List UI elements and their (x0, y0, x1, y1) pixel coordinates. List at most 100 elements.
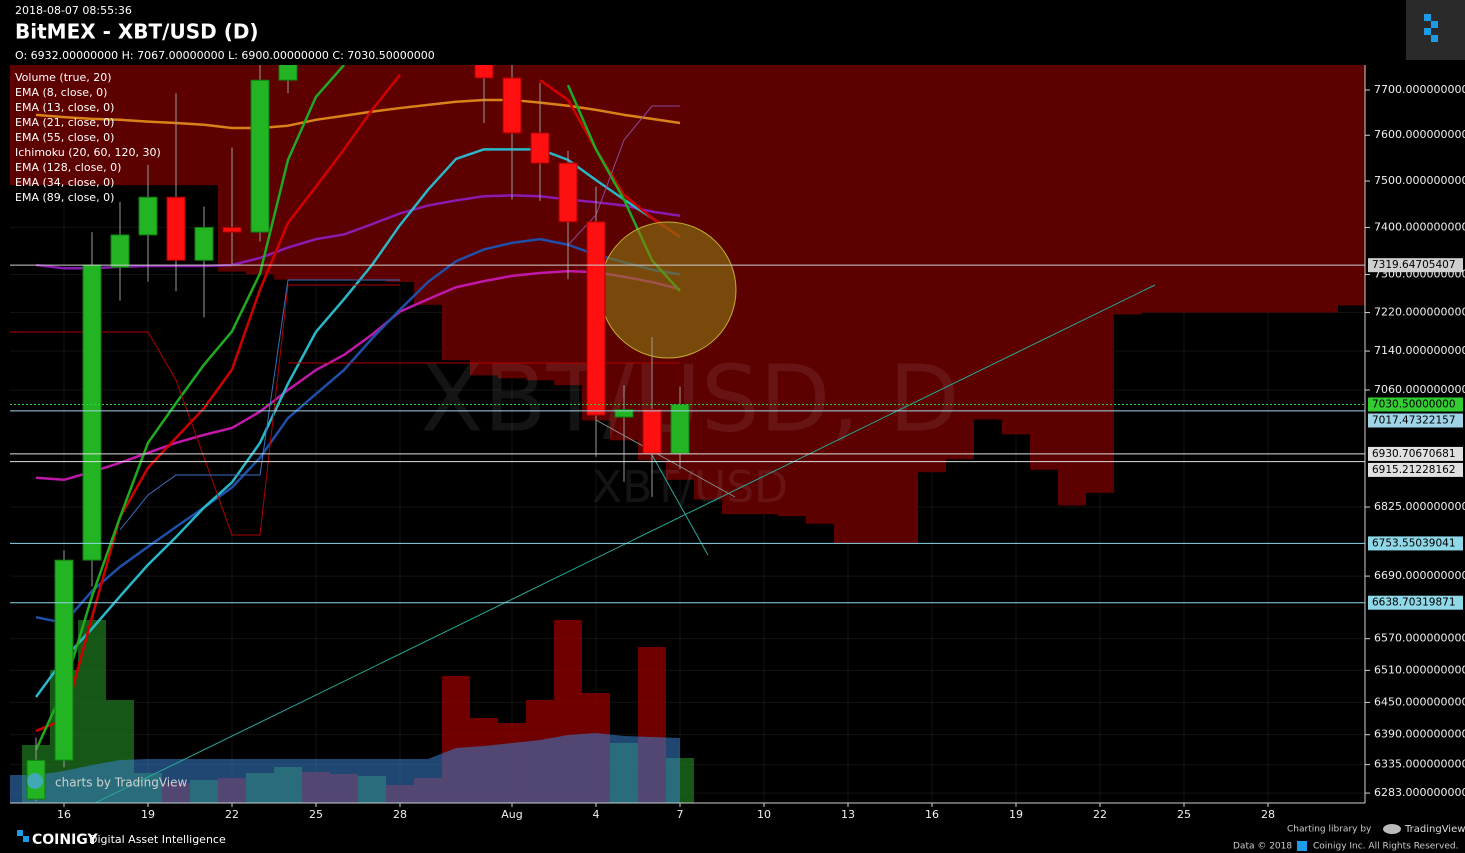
candle-body (474, 65, 494, 79)
legend-entry: EMA (13, close, 0) (15, 101, 114, 114)
price-label: 7017.47322157 (1372, 414, 1456, 426)
legend-entry: EMA (128, close, 0) (15, 161, 121, 174)
candle-body (502, 77, 522, 134)
candle-body (194, 226, 214, 261)
tv-badge: charts by TradingView (27, 773, 187, 790)
candle-body (250, 79, 270, 233)
price-label: 6753.55039041 (1372, 537, 1456, 549)
candle-body (110, 234, 130, 268)
axes: 16 19 22 25 28 Aug 4 7 10 13 16 19 22 25 28 7700.000000… (10, 65, 1465, 821)
candles (26, 65, 690, 802)
watermark-small: XBT/USD (592, 462, 788, 513)
logo-box (1406, 0, 1465, 60)
x-tick-label: 25 (1177, 808, 1191, 821)
x-tick-label: 28 (1261, 808, 1275, 821)
ichimoku-line (10, 284, 400, 536)
ohlc-line: O: 6932.00000000 H: 7067.00000000 L: 690… (15, 49, 435, 62)
legend: Volume (true, 20) EMA (8, close, 0) EMA (1… (15, 71, 161, 204)
x-tick-label: 25 (309, 808, 323, 821)
x-tick-label: 13 (841, 808, 855, 821)
footer: COINIGY Digital Asset Intelligence Chart… (17, 824, 1465, 852)
y-tick-label: 6510.000000000 (1374, 663, 1465, 676)
candle-body (166, 196, 186, 261)
trend-line (651, 454, 709, 556)
y-tick-label: 7220.000000000 (1374, 306, 1465, 319)
legend-entry: EMA (8, close, 0) (15, 86, 107, 99)
price-label: 6915.21228162 (1372, 464, 1456, 476)
price-label: 6638.70319871 (1372, 597, 1456, 609)
price-label-box (1368, 462, 1463, 477)
trend-line (94, 284, 1156, 803)
brand: COINIGY (32, 832, 98, 848)
legend-entry: Ichimoku (20, 60, 120, 30) (15, 146, 161, 159)
price-label: 6930.70670681 (1372, 448, 1456, 460)
y-tick-label: 6283.000000000 (1374, 786, 1465, 799)
tv-icon (27, 773, 43, 789)
candle-body (138, 196, 158, 236)
charting-library: Charting library by (1287, 825, 1372, 835)
watermark: XBT/USD, D (420, 345, 959, 452)
brand-tagline: Digital Asset Intelligence (89, 833, 226, 846)
drawings (10, 105, 1156, 803)
x-tick-label: 7 (677, 808, 684, 821)
tradingview: TradingView (1404, 824, 1465, 835)
candle-body (278, 65, 298, 81)
price-label-box (1368, 258, 1463, 273)
y-tick-label: 6335.000000000 (1374, 758, 1465, 771)
x-tick-label: 19 (1009, 808, 1023, 821)
candle-body (558, 162, 578, 223)
y-tick-label: 7060.000000000 (1374, 383, 1465, 396)
y-tick-label: 7600.000000000 (1374, 128, 1465, 141)
price-label: 7319.64705407 (1372, 259, 1456, 271)
logo (1424, 14, 1438, 42)
data-copyright: Data © 2018 (1233, 842, 1292, 852)
x-tick-label: 10 (757, 808, 771, 821)
candle-body (586, 221, 606, 416)
x-tick-label: 28 (393, 808, 407, 821)
legend-entry: EMA (21, close, 0) (15, 116, 114, 129)
candle-body (642, 409, 662, 454)
y-tick-label: 7140.000000000 (1374, 344, 1465, 357)
candle-body (670, 403, 690, 454)
legend-entry: Volume (true, 20) (15, 71, 112, 84)
circle-annotation (599, 221, 737, 359)
y-tick-label: 7400.000000000 (1374, 220, 1465, 233)
ichimoku-line (119, 279, 400, 531)
volume-ma-area (10, 733, 680, 803)
price-label-box (1368, 595, 1463, 610)
legend-entry: EMA (34, close, 0) (15, 176, 114, 189)
ema-line (35, 237, 681, 625)
candle-body (54, 559, 74, 761)
candle-body (614, 409, 634, 418)
y-tick-label: 6390.000000000 (1374, 728, 1465, 741)
timestamp: 2018-08-07 08:55:36 (15, 4, 132, 17)
price-label-box (1368, 397, 1463, 412)
rights: Coinigy Inc. All Rights Reserved. (1313, 842, 1458, 852)
title: BitMEX - XBT/USD (D) (15, 20, 259, 44)
candle-body (82, 264, 102, 561)
trend-line (595, 419, 736, 498)
legend-entry: EMA (55, close, 0) (15, 131, 114, 144)
tv-badge-text: charts by TradingView (55, 776, 187, 790)
price-label: 7030.50000000 (1372, 398, 1456, 410)
y-tick-label: 6570.000000000 (1374, 632, 1465, 645)
price-label-box (1368, 413, 1463, 428)
candle-body (530, 132, 550, 164)
legend-entry: EMA (89, close, 0) (15, 191, 114, 204)
x-tick-label: 19 (141, 808, 155, 821)
y-tick-label: 7700.000000000 (1374, 83, 1465, 96)
x-tick-label: 22 (225, 808, 239, 821)
y-tick-label: 6690.000000000 (1374, 569, 1465, 582)
x-tick-label: 4 (593, 808, 600, 821)
price-label-box (1368, 536, 1463, 551)
x-tick-label: 16 (57, 808, 71, 821)
x-tick-label: Aug (501, 808, 522, 821)
x-tick-label: 22 (1093, 808, 1107, 821)
header: 2018-08-07 08:55:36 BitMEX - XBT/USD (D)… (15, 0, 1465, 62)
candle-body (222, 226, 242, 233)
y-tick-label: 6825.000000000 (1374, 500, 1465, 513)
y-tick-label: 6450.000000000 (1374, 695, 1465, 708)
price-label-box (1368, 446, 1463, 461)
